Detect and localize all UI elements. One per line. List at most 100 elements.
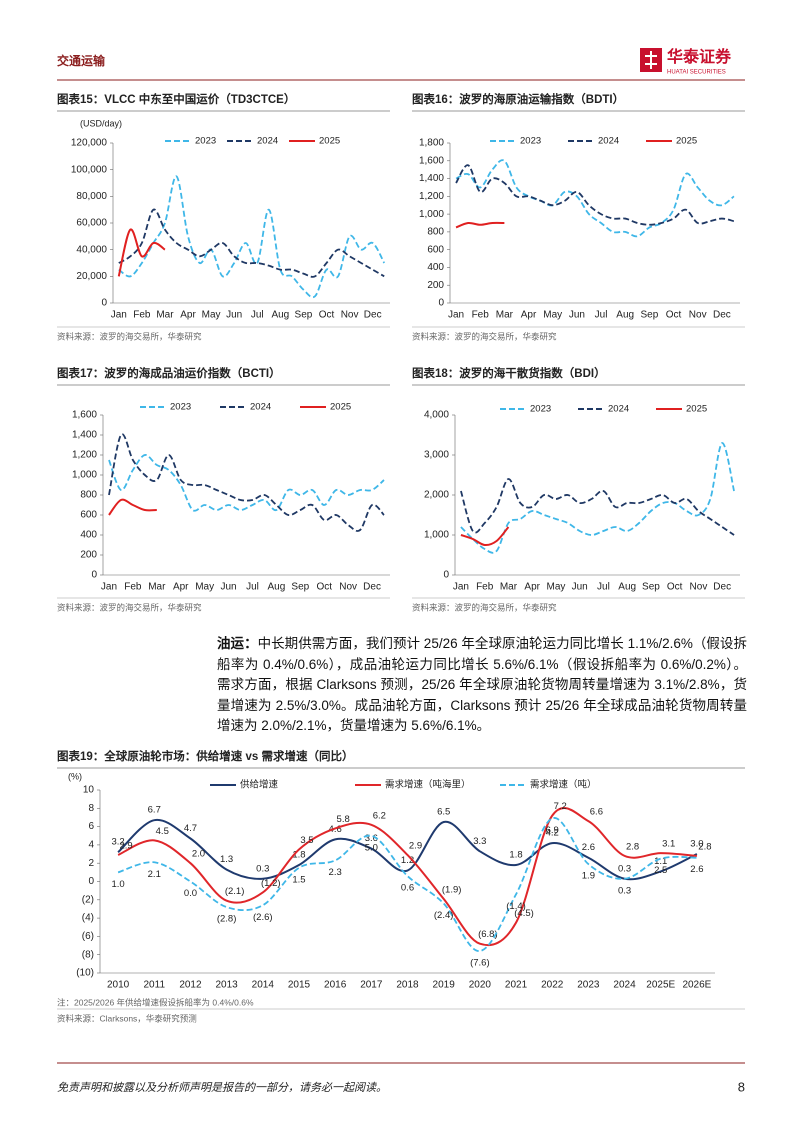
logo-glyph — [645, 51, 657, 69]
footer-text: 免责声明和披露以及分析师声明是报告的一部分，请务必一起阅读。 — [57, 1081, 387, 1094]
y-axis-label: (USD/day) — [80, 118, 122, 128]
data-label: (1.4) — [506, 901, 526, 912]
x-tick-label: 2012 — [179, 980, 202, 991]
x-tick-label: Jan — [448, 310, 464, 321]
legend-label: 2023 — [195, 136, 216, 147]
data-label: (1.2) — [261, 878, 281, 889]
x-tick-label: Apr — [524, 582, 540, 593]
x-tick-label: Jan — [101, 582, 117, 593]
data-label: 0.0 — [184, 888, 197, 899]
data-label: 2.0 — [192, 849, 205, 860]
data-label: 0.3 — [618, 885, 631, 896]
x-tick-label: Mar — [148, 582, 166, 593]
legend-label: 2025 — [319, 136, 340, 147]
x-tick-label: Sep — [640, 310, 658, 321]
note: 注：2025/2026 年供给增速假设拆船率为 0.4%/0.6% — [57, 997, 254, 1007]
y-tick-label: 200 — [80, 550, 97, 561]
x-tick-label: May — [546, 582, 565, 593]
data-label: 1.0 — [111, 879, 124, 890]
series-line — [118, 208, 385, 278]
x-tick-label: Sep — [642, 582, 660, 593]
x-tick-label: Jun — [569, 310, 585, 321]
x-tick-label: 2018 — [396, 980, 419, 991]
data-label: (2.8) — [217, 914, 237, 925]
x-tick-label: 2025E — [646, 980, 675, 991]
y-tick-label: 2 — [88, 858, 94, 869]
y-tick-label: 0 — [101, 298, 107, 309]
data-label: (6.8) — [478, 929, 498, 940]
y-tick-label: 0 — [443, 570, 449, 581]
data-label: 2.9 — [119, 840, 132, 851]
series-line — [118, 175, 386, 299]
data-label: 3.5 — [300, 835, 313, 846]
x-tick-label: 2010 — [107, 980, 130, 991]
legend-label: 需求增速（吨） — [530, 779, 597, 791]
x-tick-label: Jan — [111, 310, 127, 321]
data-label: 2.8 — [626, 841, 639, 852]
data-label: 2.8 — [698, 841, 711, 852]
source: 资料来源：波罗的海交易所，华泰研究 — [412, 602, 557, 612]
y-tick-label: 2,000 — [424, 490, 449, 501]
chart-title: 图表17：波罗的海成品油运价指数（BCTI） — [57, 366, 281, 380]
data-label: 1.5 — [292, 874, 305, 885]
paragraph: 油运：中长期供需方面，我们预计 25/26 年全球原油轮运力同比增长 1.1%/… — [217, 634, 747, 737]
y-tick-label: 1,400 — [72, 430, 97, 441]
y-tick-label: 1,600 — [72, 410, 97, 421]
data-label: 3.0 — [690, 839, 703, 850]
x-tick-label: 2024 — [613, 980, 636, 991]
data-label: 6.9 — [546, 825, 559, 836]
data-label: (2.4) — [434, 910, 454, 921]
y-tick-label: 1,200 — [419, 191, 444, 202]
x-tick-label: 2017 — [360, 980, 383, 991]
legend-label: 2024 — [598, 136, 619, 147]
data-label: 1.3 — [220, 854, 233, 865]
y-tick-label: 120,000 — [71, 138, 108, 149]
data-label: 7.2 — [554, 801, 567, 812]
data-label: 4.5 — [156, 826, 169, 837]
legend-label: 供给增速 — [240, 779, 279, 791]
section: 交通运输 — [57, 53, 106, 68]
chart-title: 图表19：全球原油轮市场：供给增速 vs 需求增速（同比） — [57, 749, 353, 763]
x-tick-label: 2011 — [144, 980, 166, 991]
legend-label: 2023 — [520, 136, 541, 147]
legend-label: 2023 — [530, 404, 551, 415]
x-tick-label: Sep — [295, 310, 313, 321]
chart-title: 图表15：VLCC 中东至中国运价（TD3CTCE） — [57, 92, 295, 106]
y-tick-label: 1,800 — [419, 138, 444, 149]
x-tick-label: Apr — [521, 310, 537, 321]
y-tick-label: 1,000 — [424, 530, 449, 541]
series-line — [117, 817, 697, 952]
data-label: 2.6 — [582, 842, 595, 853]
data-label: (4.5) — [514, 908, 534, 919]
data-label: 3.2 — [111, 837, 124, 848]
y-tick-label: 0 — [438, 298, 444, 309]
y-tick-label: (2) — [82, 894, 94, 905]
data-label: 6.6 — [590, 807, 603, 818]
data-label: 2.3 — [329, 867, 342, 878]
y-tick-label: 400 — [80, 530, 97, 541]
y-tick-label: (10) — [76, 968, 94, 979]
data-label: 3.1 — [662, 839, 675, 850]
data-label: 6.2 — [373, 810, 386, 821]
x-tick-label: 2015 — [288, 980, 311, 991]
legend-label: 2024 — [608, 404, 629, 415]
data-label: 6.7 — [148, 805, 161, 816]
data-label: 5.0 — [365, 842, 378, 853]
series-line — [460, 478, 735, 536]
x-tick-label: Mar — [500, 582, 518, 593]
chart-title: 图表16：波罗的海原油运输指数（BDTI） — [412, 92, 624, 106]
y-tick-label: 1,200 — [72, 450, 97, 461]
data-label: 1.8 — [292, 850, 305, 861]
x-tick-label: Jul — [251, 310, 264, 321]
source: 资料来源：波罗的海交易所，华泰研究 — [412, 331, 557, 341]
x-tick-label: Dec — [713, 582, 731, 593]
page-number: 8 — [738, 1079, 745, 1094]
series-line — [108, 498, 157, 516]
x-tick-label: Nov — [689, 310, 707, 321]
legend-label: 2025 — [330, 402, 351, 413]
data-label: 3.6 — [365, 833, 378, 844]
x-tick-label: Dec — [364, 310, 382, 321]
x-tick-label: 2019 — [433, 980, 456, 991]
legend-label: 2024 — [257, 136, 278, 147]
